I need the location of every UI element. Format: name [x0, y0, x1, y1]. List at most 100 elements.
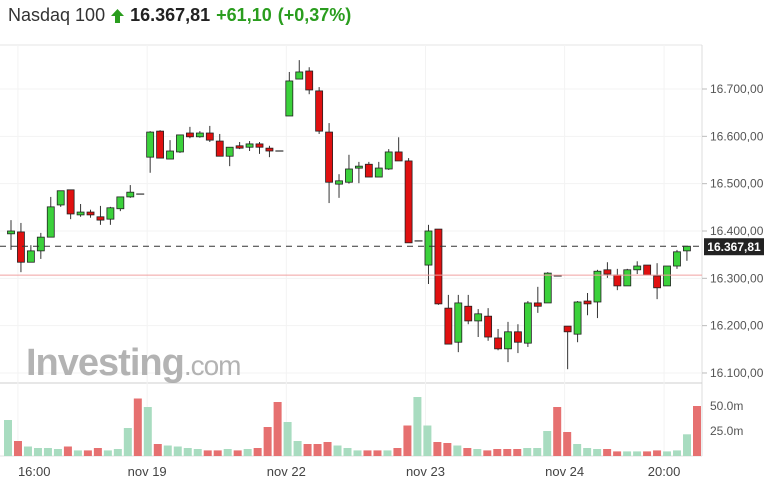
- volume-bar: [493, 449, 502, 456]
- volume-bar: [443, 443, 452, 456]
- candle: [86, 209, 95, 218]
- candle: [186, 126, 194, 139]
- candle: [404, 158, 413, 244]
- candle: [364, 161, 373, 178]
- volume-bar: [603, 449, 612, 456]
- volume-bar: [643, 451, 652, 456]
- candle-body: [364, 163, 373, 178]
- volume-bar: [33, 448, 42, 456]
- candle: [245, 141, 254, 152]
- volume-bar: [563, 432, 572, 456]
- candle-body: [374, 167, 383, 178]
- candle-body: [315, 90, 324, 132]
- candle: [494, 328, 502, 351]
- candle: [633, 261, 642, 275]
- candle-body: [96, 216, 105, 221]
- candle-body: [394, 151, 403, 162]
- volume-tick-label: 25.0m: [710, 424, 743, 438]
- volume-bar: [553, 407, 562, 456]
- volume-bar: [4, 420, 12, 456]
- candle-body: [76, 211, 85, 216]
- candle: [514, 324, 522, 354]
- candle-body: [245, 143, 254, 148]
- candle: [295, 60, 304, 80]
- candle: [305, 67, 314, 95]
- volume-bar: [13, 441, 22, 456]
- candle: [66, 189, 75, 220]
- volume-bar: [363, 450, 372, 456]
- candle: [424, 224, 433, 284]
- last-price: 16.367,81: [130, 5, 211, 25]
- volume-bar: [593, 449, 602, 456]
- candle: [156, 130, 165, 159]
- candle: [265, 145, 274, 158]
- candle: [374, 161, 383, 178]
- volume-bar: [543, 431, 552, 456]
- candle-body: [434, 228, 443, 305]
- y-tick-label: 16.300,00: [710, 271, 764, 285]
- candle: [543, 272, 552, 304]
- candle-body: [533, 302, 542, 307]
- candle: [394, 137, 403, 162]
- candle: [36, 232, 45, 259]
- watermark-logo: Investing.com: [26, 342, 241, 384]
- candle-body: [603, 269, 612, 275]
- candle-body: [7, 230, 15, 235]
- candle-body: [166, 150, 174, 160]
- volume-bar: [43, 448, 52, 456]
- x-tick-label: 20:00: [648, 464, 681, 479]
- volume-bar: [573, 444, 582, 456]
- candle: [46, 196, 55, 238]
- volume-bar: [393, 448, 402, 456]
- volume-bar: [293, 441, 302, 456]
- volume-bar: [413, 397, 422, 456]
- candle: [76, 204, 85, 217]
- candle: [116, 196, 125, 212]
- candle: [285, 71, 294, 117]
- candle-body: [523, 302, 532, 344]
- candle: [474, 309, 483, 338]
- candle: [235, 142, 244, 150]
- volume-bar: [453, 445, 462, 456]
- candle: [225, 146, 234, 167]
- candle-body: [583, 300, 592, 305]
- overlay-lines: [0, 245, 702, 276]
- volume-bar: [103, 450, 112, 456]
- candle: [573, 301, 582, 343]
- candle: [17, 222, 25, 273]
- candle-body: [345, 168, 353, 183]
- volume-bar: [183, 448, 192, 456]
- candle-body: [384, 151, 393, 170]
- candle: [255, 142, 264, 154]
- candle: [653, 263, 661, 300]
- candle-body: [494, 337, 502, 350]
- candle-body: [56, 190, 65, 206]
- candle-body: [46, 206, 55, 238]
- candle: [464, 294, 473, 325]
- candles: [7, 60, 691, 370]
- volume-bars: [4, 397, 701, 456]
- candle-body: [354, 165, 363, 169]
- volume-bar: [73, 450, 82, 456]
- volume-bar: [163, 445, 172, 456]
- candle-body: [36, 236, 45, 252]
- candle-body: [683, 245, 691, 252]
- x-tick-label: nov 19: [128, 464, 167, 479]
- candle: [384, 149, 393, 170]
- candle-body: [335, 180, 343, 185]
- x-tick-label: nov 24: [545, 464, 584, 479]
- grid: [0, 44, 703, 457]
- candle: [593, 269, 602, 319]
- candle-body: [195, 132, 204, 138]
- volume-bar: [173, 446, 182, 456]
- volume-bar: [193, 449, 202, 456]
- candle-body: [404, 160, 413, 244]
- volume-bar: [383, 450, 392, 456]
- y-tick-label: 16.400,00: [710, 224, 764, 238]
- volume-bar: [263, 427, 272, 456]
- candle: [613, 268, 622, 291]
- volume-bar: [273, 402, 282, 456]
- volume-bar: [623, 451, 632, 456]
- price-change-percent: (+0,37%): [277, 5, 352, 25]
